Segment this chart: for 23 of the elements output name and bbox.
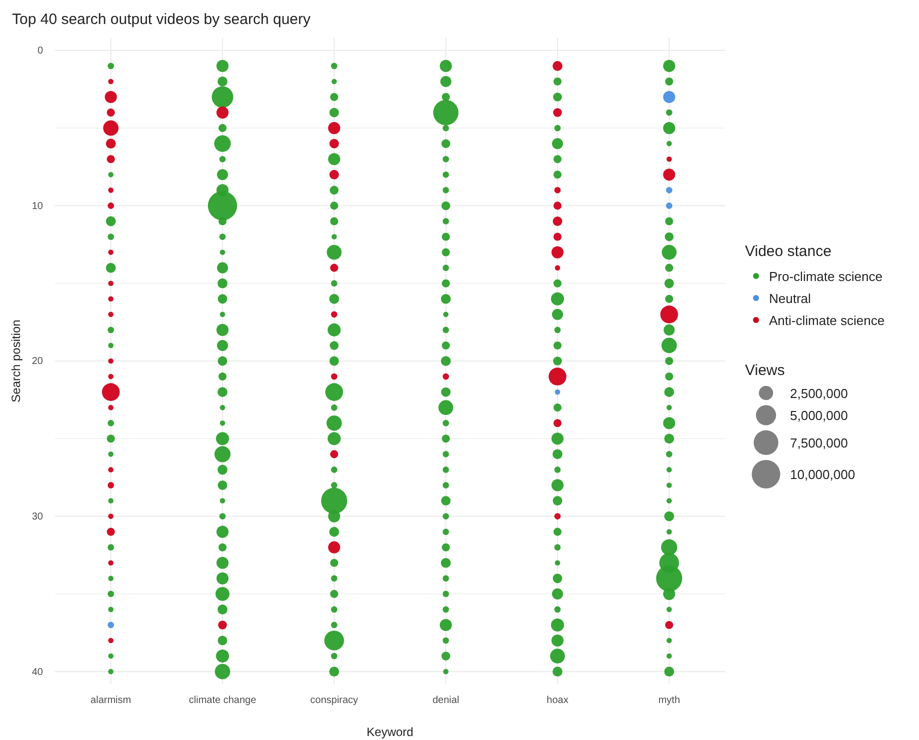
y-tick-label: 10 <box>32 200 44 212</box>
y-tick-label: 20 <box>32 356 44 368</box>
x-tick-label: conspiracy <box>310 695 358 706</box>
text: Views <box>745 362 785 379</box>
x-tick-label: alarmism <box>90 695 132 706</box>
legend-label: Anti-climate science <box>769 313 885 328</box>
x-tick-label: denial <box>432 695 460 706</box>
x-tick-label: climate change <box>188 695 257 706</box>
legend-label: 5,000,000 <box>790 408 848 424</box>
legend-label: 7,500,000 <box>790 436 848 451</box>
legend-label: Pro-climate science <box>769 269 882 284</box>
x-axis-title: Keyword <box>366 725 414 739</box>
legend-label: 2,500,000 <box>790 386 848 401</box>
legend-label: Neutral <box>769 291 812 306</box>
legend-label: 10,000,000 <box>790 467 856 482</box>
y-tick-label: 40 <box>32 666 44 678</box>
y-tick-label: 30 <box>32 511 44 522</box>
y-axis-title: Search position <box>9 320 23 402</box>
legend-title: Video stance <box>745 243 832 260</box>
y-tick-label: 0 <box>37 46 44 57</box>
x-tick-label: myth <box>658 695 680 706</box>
x-tick-label: hoax <box>546 695 568 706</box>
chart-title: Top 40 search output videos by search query <box>12 11 312 28</box>
